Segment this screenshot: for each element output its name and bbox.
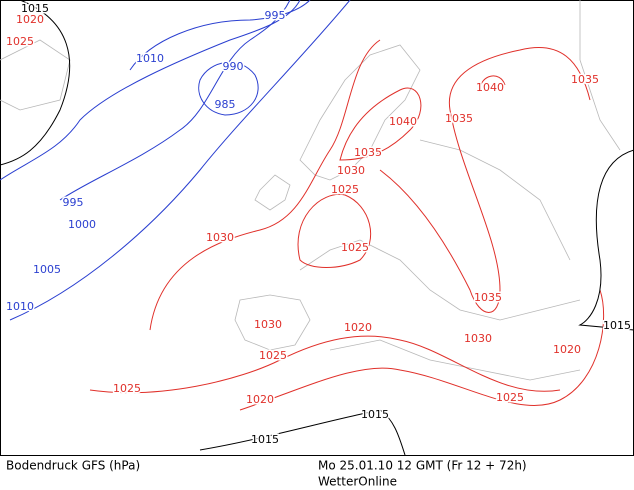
contour-label: 1025 <box>259 349 287 362</box>
contour-label: 1015 <box>361 408 389 421</box>
footer-source: WetterOnline <box>318 475 397 489</box>
contour-label: 1025 <box>496 391 524 404</box>
contour-label: 990 <box>223 60 244 73</box>
contour-label: 1015 <box>603 319 631 332</box>
contour-label: 1030 <box>464 332 492 345</box>
contour-label: 995 <box>265 9 286 22</box>
footer-title: Bodendruck GFS (hPa) <box>6 459 140 473</box>
contour-label: 985 <box>215 98 236 111</box>
contour-label: 1015 <box>251 433 279 446</box>
contour-labels: 1015 1020 1025 995 1010 990 985 995 1000… <box>5 1 633 448</box>
contour-label: 1000 <box>68 218 96 231</box>
contour-label: 1035 <box>445 112 473 125</box>
contour-label: 1030 <box>254 318 282 331</box>
contour-label: 1025 <box>331 183 359 196</box>
contour-label: 1015 <box>21 2 49 15</box>
contour-label: 1030 <box>206 231 234 244</box>
isobars <box>0 0 634 456</box>
contour-label: 1020 <box>344 321 372 334</box>
footer-time: Mo 25.01.10 12 GMT (Fr 12 + 72h) <box>318 459 527 473</box>
coastlines <box>0 0 621 381</box>
contour-label: 1025 <box>341 241 369 254</box>
contour-label: 995 <box>63 196 84 209</box>
contour-label: 1030 <box>337 164 365 177</box>
contour-label: 1040 <box>476 81 504 94</box>
contour-label: 1040 <box>389 115 417 128</box>
contour-label: 1035 <box>354 146 382 159</box>
contour-label: 1010 <box>6 300 34 313</box>
contour-label: 1025 <box>113 382 141 395</box>
contour-label: 1010 <box>136 52 164 65</box>
contour-label: 1020 <box>553 343 581 356</box>
contour-label: 1020 <box>246 393 274 406</box>
contour-label: 1035 <box>474 291 502 304</box>
contour-label: 1035 <box>571 73 599 86</box>
contour-label: 1005 <box>33 263 61 276</box>
contour-label: 1025 <box>6 35 34 48</box>
contour-label: 1020 <box>16 13 44 26</box>
